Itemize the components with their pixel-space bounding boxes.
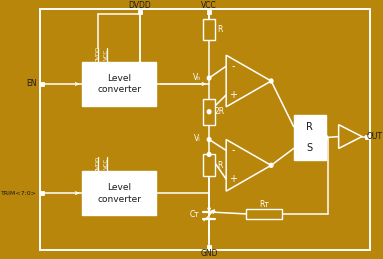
Text: Rᴛ: Rᴛ [259,199,269,208]
Text: VCC: VCC [104,158,109,169]
Text: DVDD: DVDD [128,1,151,10]
Text: converter: converter [97,85,141,95]
Text: -: - [232,146,235,155]
Text: EN: EN [26,80,36,89]
Text: VCC: VCC [201,1,217,10]
Bar [203,18,215,40]
Bar [138,10,142,13]
Text: Level: Level [107,74,131,83]
Text: OUT: OUT [367,132,383,141]
Text: 2R: 2R [215,107,225,116]
Bar [40,82,44,86]
Polygon shape [339,125,362,148]
Circle shape [207,110,211,114]
Text: R: R [217,25,223,34]
Polygon shape [226,55,271,107]
Text: -: - [232,61,235,71]
Text: converter: converter [97,195,141,204]
Text: R: R [306,122,313,132]
Text: DVDD: DVDD [95,155,100,171]
Circle shape [207,76,211,80]
Text: VCC: VCC [104,49,109,60]
Text: TRIM<7:0>: TRIM<7:0> [0,191,36,196]
Bar [203,99,215,125]
Text: DVDD: DVDD [95,46,100,62]
Circle shape [207,138,211,141]
Text: GND: GND [200,249,218,258]
Text: Vₕ: Vₕ [193,73,201,82]
Text: Cᴛ: Cᴛ [190,210,199,219]
Circle shape [324,135,328,140]
Bar [294,115,326,160]
Text: S: S [307,143,313,154]
Circle shape [269,79,273,83]
Text: Vₗ: Vₗ [195,134,201,143]
Bar [207,10,211,13]
Text: +: + [229,90,237,100]
Text: +: + [229,174,237,184]
Text: R: R [217,161,223,170]
Bar [365,135,368,139]
Bar [40,191,44,195]
Bar [246,209,282,219]
Bar [207,245,211,249]
Text: Level: Level [107,183,131,192]
Circle shape [207,153,211,156]
Polygon shape [226,140,271,191]
Bar [82,171,156,215]
Circle shape [269,163,273,167]
Bar [203,154,215,176]
Bar [82,62,156,106]
